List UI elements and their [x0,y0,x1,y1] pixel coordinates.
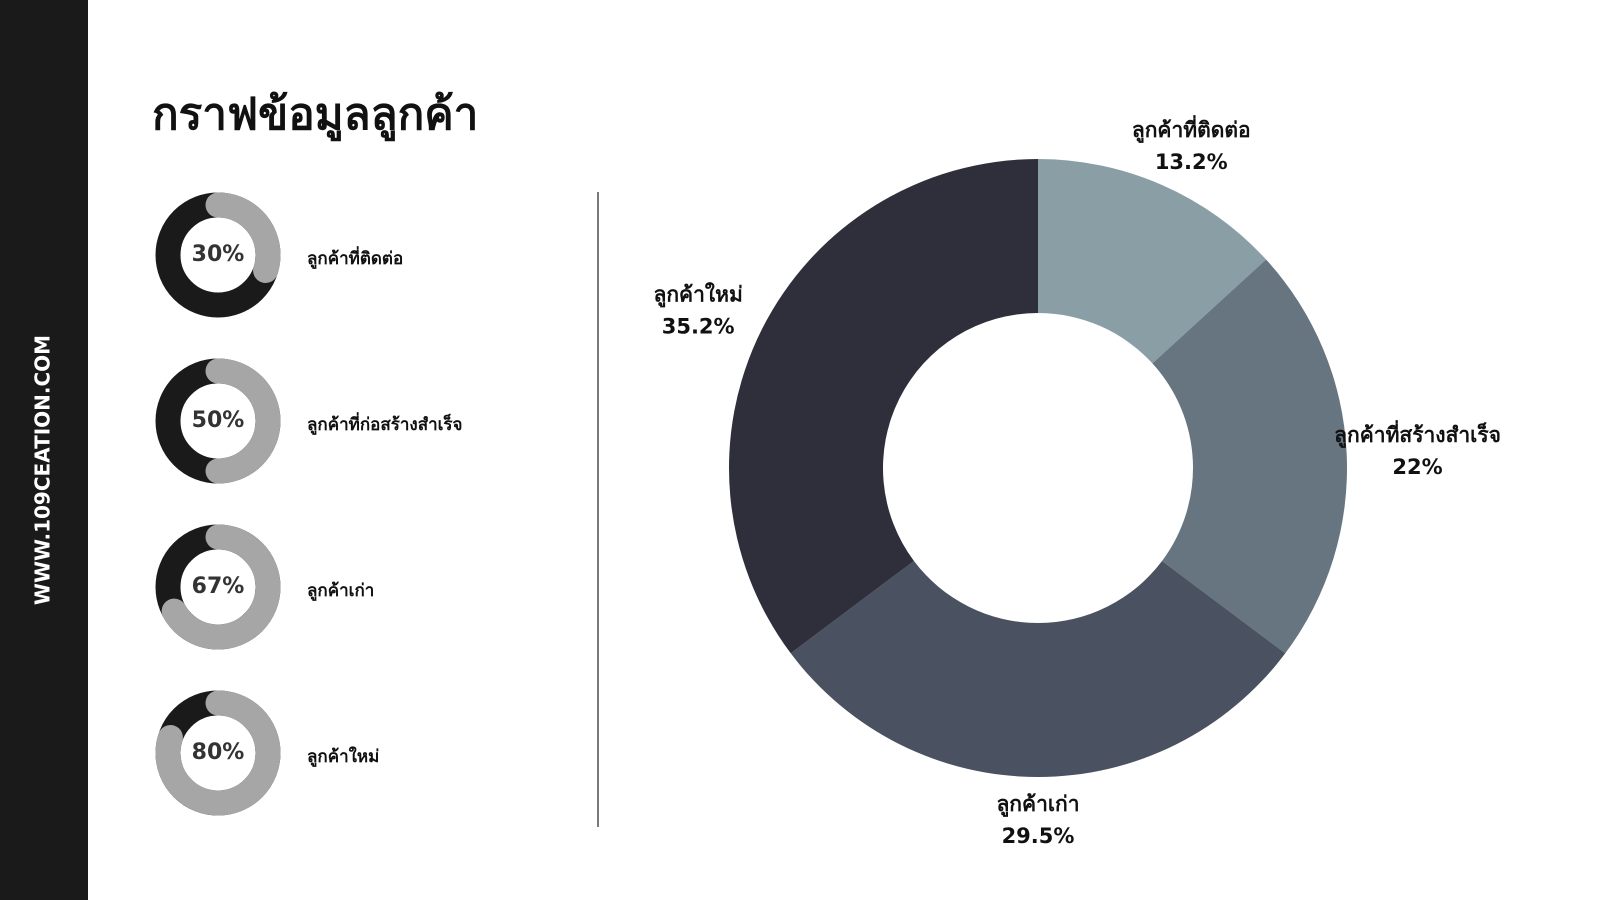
slice-value: 13.2% [1155,150,1228,174]
gauge-arc [161,524,281,650]
donut-slice [729,159,1038,654]
gauge-label: ลูกค้าที่ติดต่อ [307,246,403,270]
slice-value: 22% [1392,455,1442,479]
gauge-label: ลูกค้าเก่า [307,581,374,602]
slice-label: ลูกค้าที่สร้างสำเร็จ [1334,419,1501,449]
gauge-value: 67% [192,574,245,599]
gauge-value: 80% [192,740,245,765]
donut-slice [1038,159,1267,364]
donut-slice [790,560,1286,778]
donut-slice [1152,259,1348,654]
gauge-arc [155,690,281,816]
gauge-label: ลูกค้าที่ก่อสร้างสำเร็จ [307,412,463,436]
slice-value: 29.5% [1002,824,1075,848]
slice-label: ลูกค้าเก่า [996,792,1079,818]
sidebar-text: WWW.109CEATION.COM [31,335,55,605]
gauge-arc [205,358,281,484]
slice-value: 35.2% [662,315,735,339]
slice-label: ลูกค้าที่ติดต่อ [1132,114,1251,144]
gauge-value: 30% [192,242,245,267]
gauge-arc [205,192,281,283]
slice-label: ลูกค้าใหม่ [653,282,742,309]
gauge-label: ลูกค้าใหม่ [307,746,379,768]
page-title: กราฟข้อมูลลูกค้า [152,89,478,141]
gauge-value: 50% [192,408,245,433]
sidebar [0,0,88,900]
